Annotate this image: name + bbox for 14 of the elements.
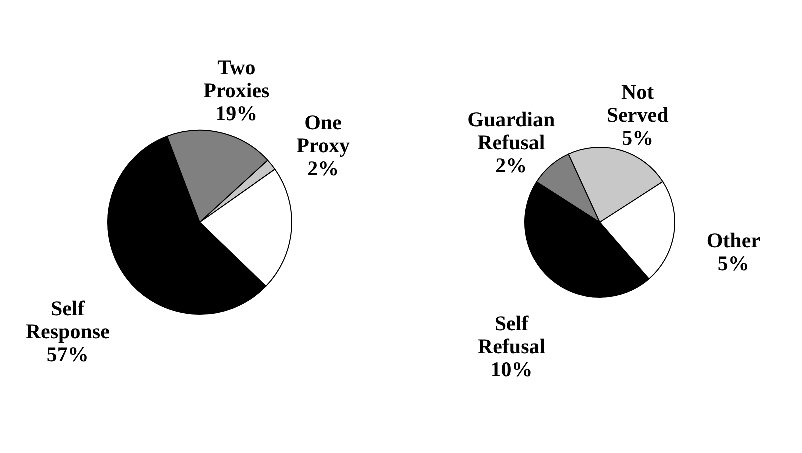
slice-label: One Proxy: [296, 110, 350, 158]
slice-label: Two Proxies: [204, 56, 270, 103]
slice-label: Other: [706, 228, 760, 252]
slice-label: Guardian Refusal: [468, 108, 556, 155]
data-label: 2%: [308, 156, 340, 180]
slice-label: Not Served: [606, 80, 670, 127]
data-label: 57%: [46, 342, 89, 367]
slice-label: Self Response: [26, 296, 110, 344]
data-label: 10%: [490, 358, 533, 382]
slice-label: Self Refusal: [478, 312, 546, 359]
data-label: 2%: [496, 154, 528, 178]
data-label: 5%: [718, 252, 750, 276]
data-label: 5%: [622, 126, 654, 150]
data-label: 19%: [216, 102, 258, 126]
